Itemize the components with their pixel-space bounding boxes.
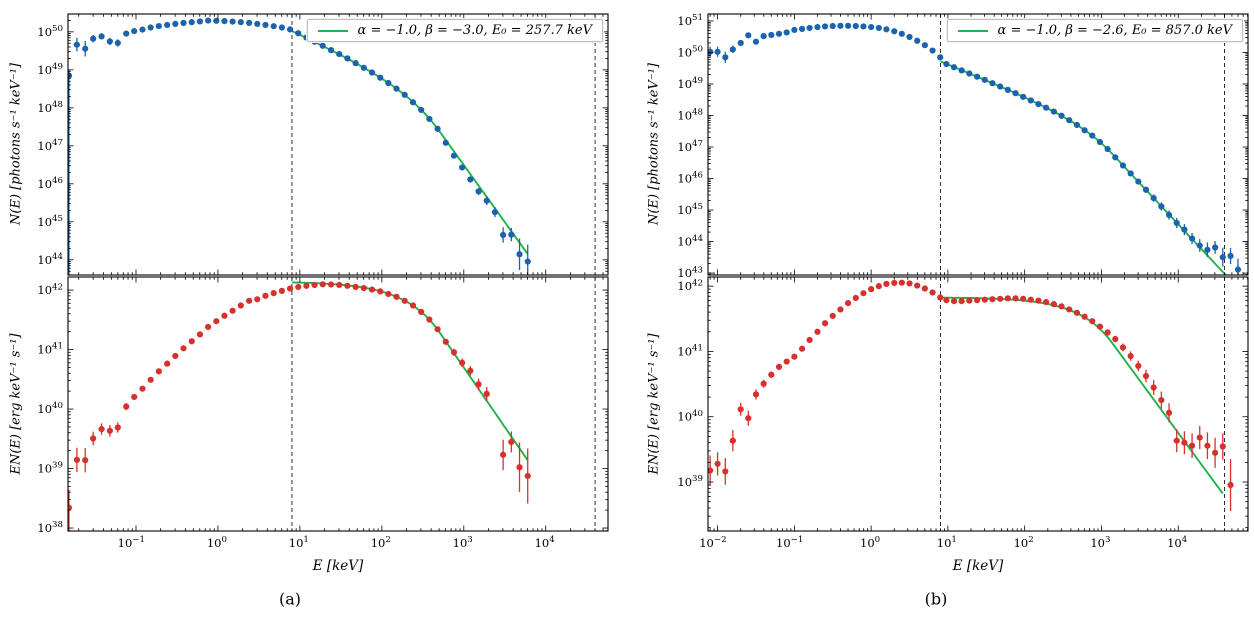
svg-text:1042: 1042 <box>37 282 63 297</box>
svg-text:1050: 1050 <box>677 45 703 60</box>
svg-text:1040: 1040 <box>677 409 703 424</box>
svg-text:1047: 1047 <box>677 139 703 154</box>
svg-text:10−2: 10−2 <box>699 535 726 550</box>
svg-text:102: 102 <box>1014 535 1034 550</box>
xlabel-b: E [keV] <box>952 558 1004 574</box>
svg-text:104: 104 <box>535 535 556 550</box>
caption-a: (a) <box>278 589 302 609</box>
svg-text:103: 103 <box>453 535 473 550</box>
svg-text:103: 103 <box>1090 535 1110 550</box>
svg-text:1045: 1045 <box>37 214 63 229</box>
svg-text:1044: 1044 <box>37 252 63 267</box>
svg-text:1047: 1047 <box>37 138 63 153</box>
svg-text:1049: 1049 <box>37 62 63 77</box>
svg-text:10−1: 10−1 <box>118 535 145 550</box>
svg-text:1041: 1041 <box>37 342 63 357</box>
svg-text:1051: 1051 <box>677 13 703 28</box>
svg-text:1042: 1042 <box>677 278 703 293</box>
svg-text:1050: 1050 <box>37 24 63 39</box>
svg-text:1046: 1046 <box>677 171 703 186</box>
svg-text:1039: 1039 <box>37 461 63 476</box>
svg-text:102: 102 <box>371 535 391 550</box>
fit-line-swatch-b <box>957 29 988 32</box>
svg-text:1049: 1049 <box>677 76 703 91</box>
svg-text:1041: 1041 <box>677 344 703 359</box>
svg-text:1040: 1040 <box>37 401 63 416</box>
svg-text:1038: 1038 <box>37 520 63 535</box>
ylabel-b-bottom: EN(E) [erg keV⁻¹ s⁻¹] <box>646 333 662 475</box>
legend-b-text: α = −1.0, β = −2.6, E₀ = 857.0 keV <box>997 23 1232 38</box>
ylabel-b-top: N(E) [photons s⁻¹ keV⁻¹] <box>646 63 662 225</box>
fit-line-swatch-a <box>317 29 348 32</box>
caption-b: (b) <box>924 589 948 609</box>
svg-text:100: 100 <box>860 535 880 550</box>
svg-text:10−1: 10−1 <box>776 535 803 550</box>
legend-b: α = −1.0, β = −2.6, E₀ = 857.0 keV <box>946 19 1243 42</box>
svg-text:1048: 1048 <box>37 100 63 115</box>
svg-text:101: 101 <box>937 535 957 550</box>
svg-text:1045: 1045 <box>677 202 703 217</box>
ylabel-a-top: N(E) [photons s⁻¹ keV⁻¹] <box>8 63 24 225</box>
svg-text:101: 101 <box>289 535 309 550</box>
xlabel-a: E [keV] <box>312 558 364 574</box>
svg-text:1048: 1048 <box>677 108 703 123</box>
svg-text:104: 104 <box>1167 535 1188 550</box>
panel-a-top-axes: 1044 1045 1046 1047 1048 1049 1050 <box>37 13 609 276</box>
svg-text:1046: 1046 <box>37 176 63 191</box>
svg-text:1039: 1039 <box>677 474 703 489</box>
legend-a: α = −1.0, β = −3.0, E₀ = 257.7 keV <box>306 19 603 42</box>
panel-b-bottom-axes: 10−2 10−1 100 101 102 103 104 1039 1040 1041 1042 <box>677 276 1249 550</box>
svg-text:100: 100 <box>207 535 227 550</box>
ylabel-a-bottom: EN(E) [erg keV⁻¹ s⁻¹] <box>8 333 24 475</box>
svg-text:1044: 1044 <box>677 234 703 249</box>
legend-a-text: α = −1.0, β = −3.0, E₀ = 257.7 keV <box>357 23 592 38</box>
